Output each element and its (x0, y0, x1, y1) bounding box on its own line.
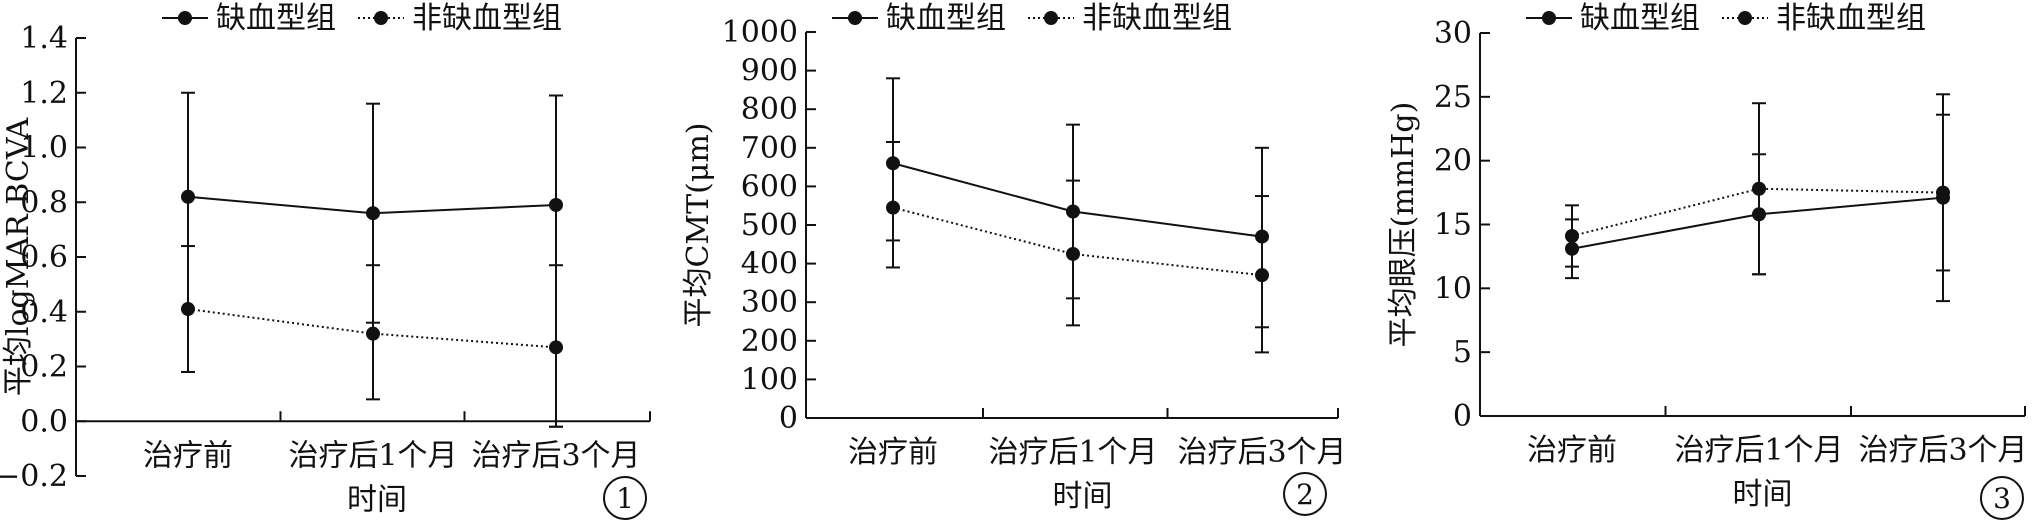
y-tick-label: 1000 (722, 15, 798, 50)
y-tick-label: 400 (741, 247, 798, 282)
legend-label: 非缺血型组 (1776, 1, 1926, 36)
y-tick-label: 0.8 (20, 185, 68, 220)
y-tick-label: 10 (1434, 271, 1472, 306)
y-tick-label: 0.4 (20, 295, 68, 330)
y-tick-label: 0.2 (20, 350, 68, 385)
panel-number-circle (1283, 472, 1327, 516)
x-tick-label: 治疗前 (143, 438, 233, 473)
y-axis-title: 平均眼压(mmHg) (1386, 102, 1421, 348)
y-tick-label: 200 (741, 324, 798, 359)
x-tick-label: 治疗后1个月 (988, 435, 1157, 470)
y-tick-label: 1.4 (20, 21, 68, 56)
data-point (366, 206, 380, 221)
y-tick-label: 800 (741, 92, 798, 127)
legend-marker (374, 11, 388, 25)
series-2 (1565, 102, 1950, 276)
legend-marker (1542, 11, 1556, 25)
y-tick-label: 30 (1434, 16, 1472, 51)
panel-number-circle (1980, 476, 2024, 520)
x-tick-label: 治疗后1个月 (1674, 433, 1843, 468)
y-tick-label: 1.2 (20, 76, 68, 111)
panel-number-circle (603, 476, 647, 520)
legend-item-1: 缺血型组 (832, 1, 1006, 36)
y-tick-label: 600 (741, 169, 798, 204)
data-point (886, 200, 900, 215)
data-point (549, 340, 563, 355)
y-tick-label: −0.2 (0, 459, 68, 494)
x-axis-title: 时间 (347, 482, 407, 517)
legend-marker (1738, 11, 1752, 25)
x-axis-title: 时间 (1733, 477, 1793, 512)
series-line (892, 162, 1263, 238)
y-tick-label: 0.0 (20, 404, 68, 439)
panel-number: 2 (1283, 472, 1327, 516)
y-tick-label: 20 (1434, 144, 1472, 179)
legend-label: 缺血型组 (1580, 1, 1700, 36)
y-tick-label: 5 (1453, 335, 1472, 370)
y-tick-label: 700 (741, 131, 798, 166)
series-1 (1565, 93, 1950, 303)
panel-number-label: 1 (616, 482, 634, 515)
x-tick-label: 治疗后3个月 (1177, 435, 1346, 470)
y-tick-label: 900 (741, 54, 798, 89)
panel-number: 1 (603, 476, 647, 520)
legend-label: 非缺血型组 (1082, 1, 1232, 36)
series-2 (886, 141, 1269, 354)
panel-number: 3 (1980, 476, 2024, 520)
y-tick-label: 1.0 (20, 131, 68, 166)
y-tick-label: 300 (741, 285, 798, 320)
legend-item-2: 非缺血型组 (1028, 1, 1232, 36)
data-point (1752, 181, 1766, 196)
y-tick-label: 15 (1434, 208, 1472, 243)
series-line (1571, 187, 1944, 237)
panel-number-label: 3 (1993, 482, 2011, 515)
legend-item-1: 缺血型组 (1526, 1, 1700, 36)
y-tick-label: 25 (1434, 80, 1472, 115)
legend-item-2: 非缺血型组 (1722, 1, 1926, 36)
x-tick-label: 治疗后1个月 (288, 438, 457, 473)
y-axis-title: 平均CMT(μm) (681, 122, 716, 327)
data-point (549, 197, 563, 212)
x-tick-label: 治疗前 (848, 435, 938, 470)
series-line (892, 206, 1263, 277)
data-point (1255, 268, 1269, 283)
legend-marker (1044, 11, 1058, 25)
series-1 (886, 77, 1269, 329)
legend-label: 缺血型组 (886, 1, 1006, 36)
y-tick-label: 500 (741, 208, 798, 243)
x-axis-title: 时间 (1053, 479, 1113, 514)
panel-number-label: 2 (1296, 478, 1314, 511)
data-point (181, 189, 195, 204)
x-tick-label: 治疗后3个月 (1858, 433, 2027, 468)
y-axis-title: 平均logMAR BCVA (1, 118, 36, 397)
chart-panel-1: −0.2 0.0 0.2 0.4 0.6 0.8 1.0 1.2 1.4 治疗前 治疗后1个月 治疗后… (0, 1, 651, 520)
legend-item-2: 非缺血型组 (358, 1, 562, 36)
legend-item-1: 缺血型组 (162, 1, 336, 36)
data-point (366, 326, 380, 341)
data-point (1565, 228, 1579, 243)
data-point (1936, 185, 1950, 200)
x-tick-label: 治疗前 (1527, 433, 1617, 468)
legend-label: 缺血型组 (216, 1, 336, 36)
legend-label: 非缺血型组 (412, 1, 562, 36)
data-point (1066, 246, 1080, 261)
y-tick-label: 0 (1453, 399, 1472, 434)
legend-marker (178, 11, 192, 25)
y-tick-label: 0 (779, 401, 798, 436)
series-2 (181, 245, 563, 428)
x-tick-label: 治疗后3个月 (471, 438, 640, 473)
legend-marker (848, 11, 862, 25)
y-tick-label: 100 (741, 362, 798, 397)
data-point (181, 302, 195, 317)
y-tick-label: 0.6 (20, 240, 68, 275)
series-line (1571, 196, 1944, 250)
